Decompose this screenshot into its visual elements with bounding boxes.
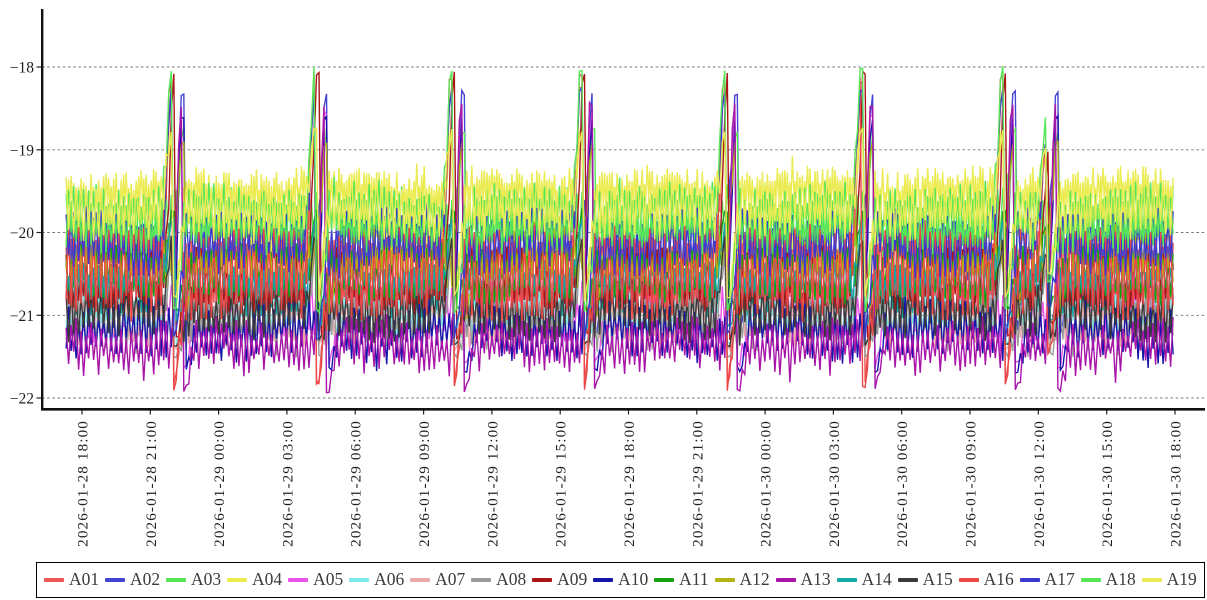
series-line-A15 bbox=[65, 235, 1174, 348]
legend-label: A14 bbox=[861, 569, 892, 590]
x-tick-label: 2026-01-29 06:00 bbox=[348, 420, 365, 547]
legend-item: A14 bbox=[836, 569, 892, 590]
legend-label: A02 bbox=[130, 569, 161, 590]
y-tick-label: −18 bbox=[10, 60, 34, 77]
legend-item: A02 bbox=[105, 571, 160, 589]
legend-label: A10 bbox=[618, 569, 649, 590]
legend-item: A09 bbox=[532, 571, 587, 589]
y-tick-label: −22 bbox=[10, 391, 34, 408]
legend-label: A18 bbox=[1105, 569, 1136, 590]
legend-item: A19 bbox=[1141, 569, 1197, 590]
legend-swatch-A04 bbox=[227, 578, 248, 582]
legend-label: A07 bbox=[435, 569, 466, 590]
series-line-A16 bbox=[65, 72, 1174, 391]
x-tick-label: 2026-01-29 12:00 bbox=[484, 420, 501, 547]
x-tick-label: 2026-01-29 00:00 bbox=[211, 420, 228, 547]
legend-item: A15 bbox=[897, 569, 953, 590]
legend-label: A17 bbox=[1044, 569, 1075, 590]
x-tick-label: 2026-01-30 15:00 bbox=[1099, 420, 1116, 547]
series-line-A19 bbox=[65, 127, 1174, 302]
x-tick-label: 2026-01-30 18:00 bbox=[1168, 420, 1185, 547]
legend-label: A04 bbox=[252, 569, 283, 590]
legend-swatch-A05 bbox=[288, 578, 309, 582]
x-tick-label: 2026-01-30 06:00 bbox=[894, 420, 911, 547]
legend-label: A11 bbox=[679, 569, 709, 590]
x-tick-label: 2026-01-30 03:00 bbox=[826, 420, 843, 547]
legend-swatch-A14 bbox=[836, 578, 857, 582]
legend-swatch-A19 bbox=[1141, 578, 1162, 582]
x-tick-label: 2026-01-28 18:00 bbox=[75, 420, 92, 547]
legend-item: A06 bbox=[349, 571, 404, 589]
legend-label: A08 bbox=[496, 569, 527, 590]
legend-label: A12 bbox=[739, 569, 770, 590]
legend-item: A04 bbox=[227, 571, 282, 589]
y-tick-label: −20 bbox=[10, 225, 34, 242]
legend-item: A11 bbox=[654, 571, 709, 589]
legend-item: A16 bbox=[958, 569, 1014, 590]
legend-swatch-A10 bbox=[593, 578, 614, 582]
x-tick-label: 2026-01-29 18:00 bbox=[621, 420, 638, 547]
legend: A01 A02 A03 A04 A05 A06 A07 A08 A09 A10 A11 A12 A13 A… bbox=[36, 562, 1205, 598]
x-tick-label: 2026-01-30 09:00 bbox=[963, 420, 980, 547]
legend-label: A01 bbox=[69, 569, 100, 590]
legend-swatch-A06 bbox=[349, 578, 370, 582]
legend-item: A12 bbox=[714, 569, 770, 590]
x-tick-label: 2026-01-30 12:00 bbox=[1031, 420, 1048, 547]
legend-label: A06 bbox=[374, 569, 405, 590]
legend-swatch-A15 bbox=[897, 578, 918, 582]
x-tick-label: 2026-01-29 03:00 bbox=[279, 420, 296, 547]
legend-swatch-A13 bbox=[775, 578, 796, 582]
legend-item: A07 bbox=[410, 571, 465, 589]
plot-area: −18 −19 −20 −21 −22 2026-01-28 18:00 2026-01-2… bbox=[10, 9, 1205, 547]
legend-swatch-A17 bbox=[1019, 578, 1040, 582]
x-tick-label: 2026-01-29 09:00 bbox=[416, 420, 433, 547]
legend-swatch-A12 bbox=[714, 578, 735, 582]
legend-item: A13 bbox=[775, 569, 831, 590]
legend-label: A05 bbox=[313, 569, 344, 590]
series-line-A13 bbox=[65, 99, 1174, 394]
y-tick-label: −21 bbox=[10, 308, 34, 325]
x-tick-label: 2026-01-29 15:00 bbox=[553, 420, 570, 547]
legend-item: A05 bbox=[288, 571, 343, 589]
legend-item: A08 bbox=[471, 571, 526, 589]
legend-label: A16 bbox=[983, 569, 1014, 590]
legend-item: A18 bbox=[1080, 569, 1136, 590]
x-tick-label: 2026-01-29 21:00 bbox=[689, 420, 706, 547]
legend-item: A03 bbox=[166, 571, 221, 589]
legend-swatch-A01 bbox=[44, 578, 64, 582]
legend-item: A10 bbox=[593, 571, 648, 589]
legend-swatch-A16 bbox=[958, 578, 979, 582]
legend-label: A15 bbox=[922, 569, 953, 590]
legend-swatch-A08 bbox=[471, 578, 492, 582]
legend-swatch-A09 bbox=[532, 578, 553, 582]
legend-label: A03 bbox=[191, 569, 222, 590]
legend-item: A01 bbox=[44, 571, 99, 589]
y-tick-label: −19 bbox=[10, 142, 34, 159]
legend-swatch-A03 bbox=[166, 578, 187, 582]
legend-item: A17 bbox=[1019, 569, 1075, 590]
legend-swatch-A18 bbox=[1080, 578, 1101, 582]
legend-swatch-A02 bbox=[105, 578, 126, 582]
legend-swatch-A11 bbox=[654, 578, 675, 582]
x-tick-label: 2026-01-28 21:00 bbox=[143, 420, 160, 547]
legend-label: A19 bbox=[1166, 569, 1197, 590]
series-line-A18 bbox=[65, 65, 1174, 315]
x-tick-label: 2026-01-30 00:00 bbox=[758, 420, 775, 547]
legend-label: A13 bbox=[800, 569, 831, 590]
legend-swatch-A07 bbox=[410, 578, 431, 582]
legend-label: A09 bbox=[557, 569, 588, 590]
